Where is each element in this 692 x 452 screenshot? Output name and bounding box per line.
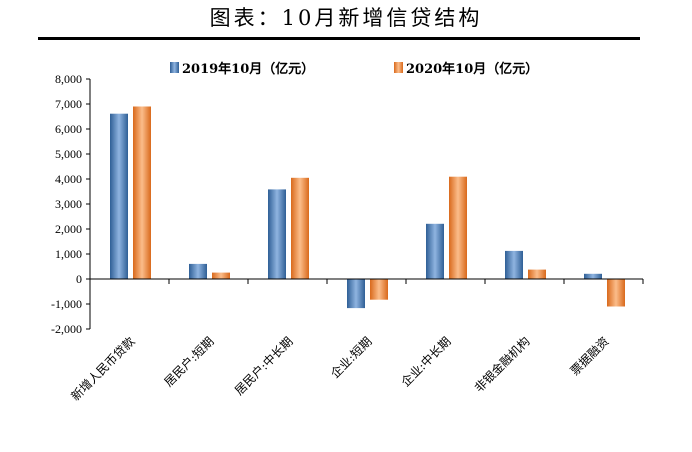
bar-2020-3 <box>291 177 309 279</box>
legend-swatch-1 <box>170 62 179 73</box>
y-tick-label: 1,000 <box>55 247 82 261</box>
bar-2020-7 <box>607 279 625 307</box>
bar-2019-1 <box>110 113 128 279</box>
x-category-label: 居民户:中长期 <box>231 334 295 398</box>
y-tick-label: 2,000 <box>55 222 82 236</box>
y-tick-label: 8,000 <box>55 72 82 86</box>
x-category-label: 企业:中长期 <box>398 334 454 390</box>
bar-2019-4 <box>347 279 365 309</box>
legend-swatch-2 <box>394 62 403 73</box>
y-tick-label: 4,000 <box>55 172 82 186</box>
y-tick-label: 3,000 <box>55 197 82 211</box>
bar-2020-2 <box>212 272 230 279</box>
page-title: 图表：10月新增信贷结构 <box>209 6 483 30</box>
y-axis-ticks: -2,000 -1,000 0 1,000 2,000 3,000 4,000 5,000 6,… <box>51 72 90 336</box>
x-category-label: 非银金融机构 <box>471 334 533 396</box>
legend: 2019年10月（亿元） 2020年10月（亿元） <box>170 61 538 77</box>
bar-2019-7 <box>584 273 602 280</box>
x-axis-labels: 新增人民币贷款 居民户:短期 居民户:中长期 企业:短期 企业:中长期 非银金融机构 票据融… <box>68 334 612 404</box>
y-tick-label: 6,000 <box>55 122 82 136</box>
bar-2020-6 <box>528 269 546 279</box>
bars <box>110 106 625 309</box>
x-category-label: 居民户:短期 <box>161 334 217 390</box>
bar-2020-5 <box>449 176 467 279</box>
legend-label-2: 2020年10月（亿元） <box>406 61 538 77</box>
y-tick-label: -2,000 <box>51 322 82 336</box>
bar-2020-1 <box>133 106 151 279</box>
bar-2019-5 <box>426 223 444 279</box>
bar-2019-3 <box>268 189 286 279</box>
title-rule <box>38 37 640 40</box>
bar-2019-6 <box>505 250 523 279</box>
y-tick-label: 5,000 <box>55 147 82 161</box>
legend-label-1: 2019年10月（亿元） <box>182 61 314 77</box>
y-tick-label: -1,000 <box>51 297 82 311</box>
y-tick-label: 7,000 <box>55 97 82 111</box>
axes <box>89 79 644 329</box>
x-category-label: 新增人民币贷款 <box>68 334 138 404</box>
bar-2019-2 <box>189 263 207 279</box>
bar-2020-4 <box>370 279 388 300</box>
x-category-label: 企业:短期 <box>327 334 374 381</box>
x-category-label: 票据融资 <box>568 334 612 378</box>
y-tick-label: 0 <box>76 272 82 286</box>
